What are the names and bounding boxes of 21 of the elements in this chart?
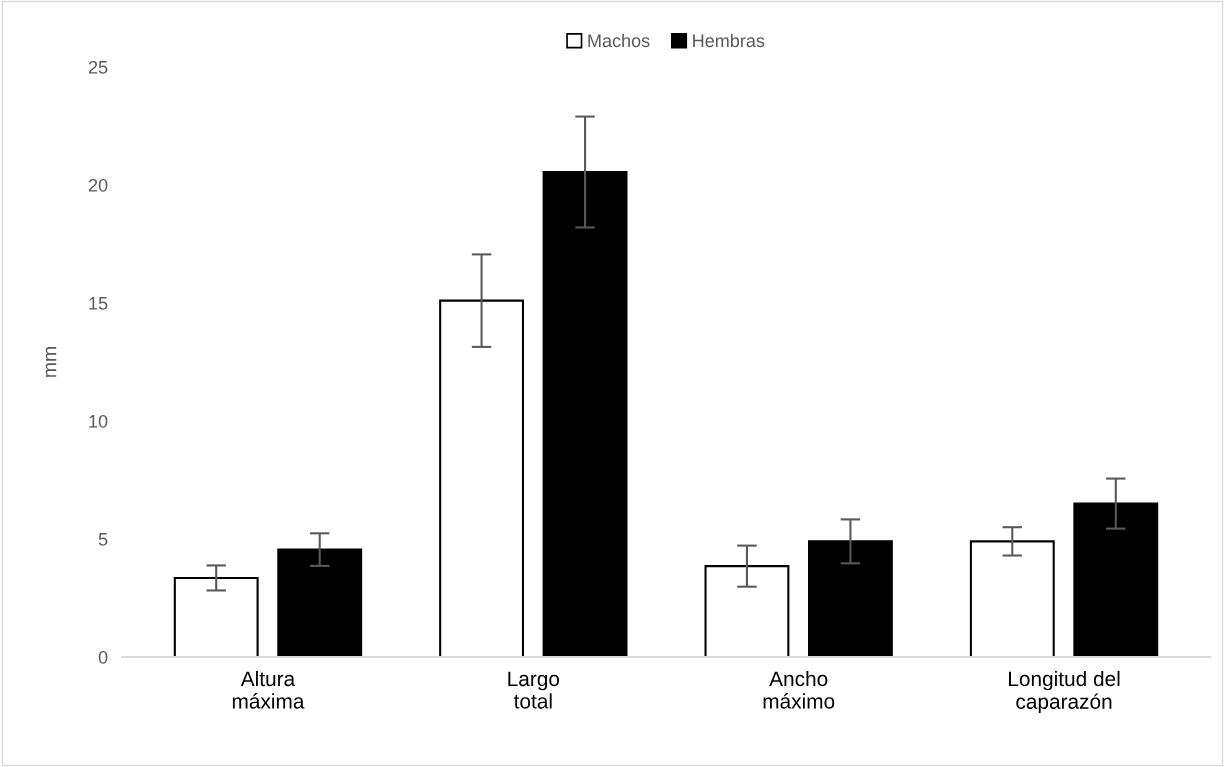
x-tick-label: Altura máxima <box>232 670 305 709</box>
y-tick-label: 0 <box>98 650 108 664</box>
y-axis-title: mm <box>45 347 57 377</box>
y-tick-label: 5 <box>98 533 108 546</box>
bar <box>969 540 1055 657</box>
y-tick-label: 15 <box>89 297 108 310</box>
bar <box>1073 502 1159 657</box>
legend-label: Hembras <box>693 33 765 48</box>
y-tick-label: 10 <box>89 414 108 428</box>
y-tick-label: 25 <box>88 60 108 74</box>
bar <box>439 299 525 657</box>
bar <box>704 565 790 657</box>
x-tick-label: Largo total <box>508 671 560 709</box>
bar <box>542 170 628 657</box>
bar <box>277 548 363 657</box>
legend-label: Machos <box>588 33 650 48</box>
x-tick-label: Ancho máximo <box>763 670 835 709</box>
x-tick-label: Longitud del caparazón <box>1009 670 1120 714</box>
bar <box>173 576 259 657</box>
y-tick-label: 20 <box>88 178 108 192</box>
bar <box>807 540 893 657</box>
